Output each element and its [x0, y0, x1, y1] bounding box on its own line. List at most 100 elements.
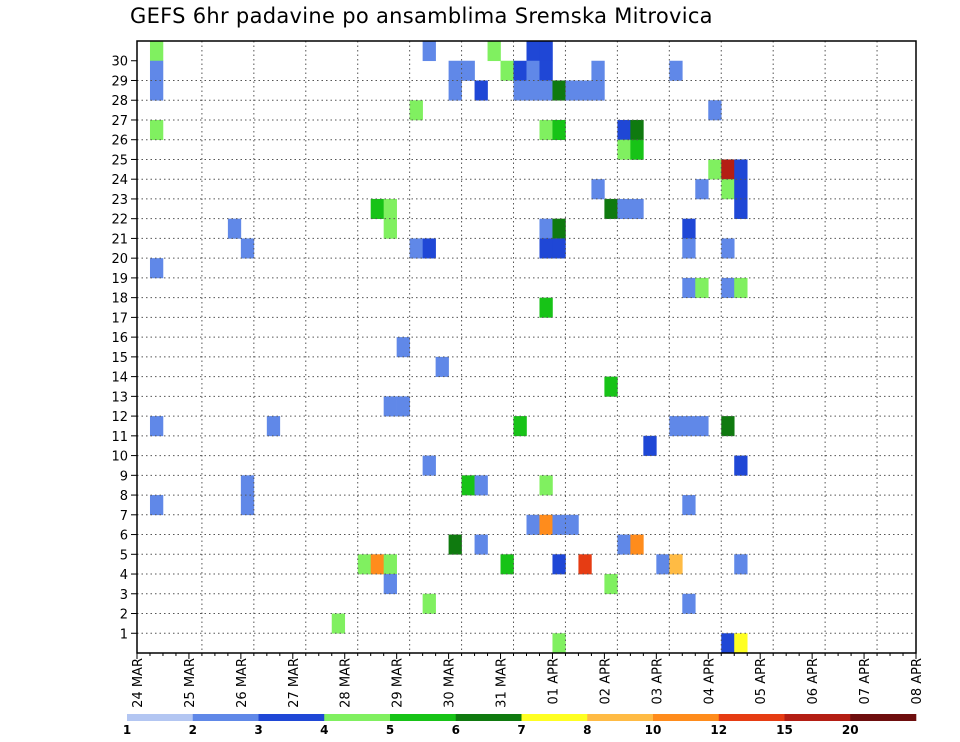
x-tick-label: 25 MAR: [183, 658, 198, 708]
x-tick-label: 01 APR: [546, 658, 561, 704]
precip-cell: [383, 554, 397, 575]
colorbar-swatch: [718, 714, 785, 721]
precip-cell: [539, 475, 553, 496]
precip-cell: [708, 100, 722, 121]
precip-cell: [461, 60, 475, 81]
colorbar-label: 6: [452, 723, 460, 737]
precip-cell: [708, 159, 722, 180]
y-tick-label: 28: [111, 94, 128, 109]
precip-cell: [227, 218, 242, 239]
precip-cell: [617, 534, 631, 555]
colorbar-swatch: [192, 714, 259, 721]
x-tick-label: 30 MAR: [443, 658, 458, 708]
colorbar-label: 1: [123, 723, 131, 737]
y-tick-label: 5: [120, 548, 128, 563]
precip-cell: [552, 119, 566, 141]
precip-cell: [552, 514, 566, 535]
colorbar-label: 8: [583, 723, 591, 737]
y-tick-label: 26: [111, 134, 128, 149]
precip-cell: [500, 554, 514, 575]
precip-cell: [669, 60, 683, 81]
colorbar: 1 2 3 4 5 6 7 8 10 12 15 20: [123, 714, 917, 737]
precip-cell: [487, 41, 501, 62]
precip-cell: [721, 159, 735, 180]
precip-cell: [149, 60, 164, 81]
precip-cell: [539, 41, 553, 62]
precip-cell: [526, 60, 540, 81]
precip-cell: [149, 258, 164, 279]
precip-cell: [682, 218, 696, 239]
y-tick-label: 15: [111, 351, 128, 366]
precip-cell: [526, 514, 540, 535]
y-tick-label: 9: [120, 469, 128, 484]
precip-cell: [630, 198, 644, 219]
y-tick-label: 8: [120, 489, 128, 504]
precip-cell: [591, 80, 605, 101]
y-tick-label: 13: [111, 390, 128, 405]
precip-cell: [240, 495, 255, 516]
precip-cell: [422, 455, 436, 476]
precip-cell: [500, 60, 514, 81]
y-tick-label: 14: [111, 371, 128, 386]
precip-cell: [474, 80, 488, 101]
precip-cell: [630, 139, 644, 160]
y-tick-label: 24: [111, 173, 128, 188]
y-tick-label: 16: [111, 331, 128, 346]
colorbar-swatch: [455, 714, 522, 721]
x-tick-label: 08 APR: [910, 658, 925, 704]
precip-cell: [539, 297, 553, 318]
precip-cell: [552, 633, 566, 654]
precip-cell: [539, 60, 553, 81]
precip-cell: [682, 238, 696, 259]
precip-cell: [149, 80, 164, 101]
precip-cell: [513, 416, 527, 437]
precip-cell: [266, 416, 281, 437]
y-tick-label: 1: [120, 627, 128, 642]
precip-cell: [474, 534, 488, 555]
precip-cell: [448, 60, 462, 81]
precip-cell: [552, 218, 566, 239]
y-tick-label: 7: [120, 509, 128, 524]
precip-cell: [565, 80, 579, 101]
precip-cell: [669, 554, 683, 575]
precip-cells-layer: [149, 41, 748, 654]
y-tick-label: 2: [120, 608, 128, 623]
y-tick-label: 20: [111, 252, 128, 267]
precip-cell: [539, 80, 553, 101]
x-tick-label: 03 APR: [650, 658, 665, 704]
precip-cell: [656, 554, 670, 575]
x-tick-label: 07 APR: [858, 658, 873, 704]
y-tick-label: 4: [120, 568, 128, 583]
y-tick-label: 21: [111, 232, 128, 247]
y-tick-label: 10: [111, 450, 128, 465]
y-tick-label: 27: [111, 114, 128, 129]
precip-cell: [734, 159, 748, 180]
x-tick-label: 26 MAR: [235, 658, 250, 708]
y-axis: 1234567891011121314151617181920212223242…: [111, 55, 137, 642]
precip-cell: [552, 238, 566, 259]
precip-cell: [448, 534, 462, 555]
precip-cell: [682, 416, 696, 437]
colorbar-label: 5: [386, 723, 394, 737]
colorbar-swatch: [784, 714, 851, 721]
x-tick-label: 05 APR: [754, 658, 769, 704]
x-tick-label: 02 APR: [598, 658, 613, 704]
precip-cell: [526, 41, 540, 62]
colorbar-swatch: [390, 714, 457, 721]
precip-cell: [383, 396, 397, 417]
colorbar-swatch: [521, 714, 588, 721]
precip-cell: [552, 80, 566, 101]
x-tick-label: 31 MAR: [495, 658, 510, 708]
precip-cell: [630, 119, 644, 141]
precip-cell: [552, 554, 566, 575]
precip-cell: [721, 416, 735, 437]
precip-cell: [734, 198, 748, 219]
colorbar-swatch: [653, 714, 720, 721]
colorbar-label: 7: [517, 723, 525, 737]
x-tick-label: 06 APR: [806, 658, 821, 704]
precip-cell: [682, 495, 696, 516]
precip-cell: [357, 554, 371, 575]
precip-cell: [682, 593, 696, 614]
precip-cell: [539, 218, 553, 239]
